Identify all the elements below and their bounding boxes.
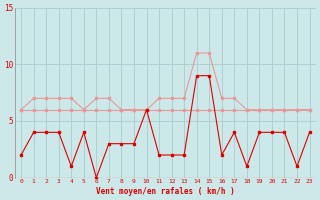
- X-axis label: Vent moyen/en rafales ( km/h ): Vent moyen/en rafales ( km/h ): [96, 187, 235, 196]
